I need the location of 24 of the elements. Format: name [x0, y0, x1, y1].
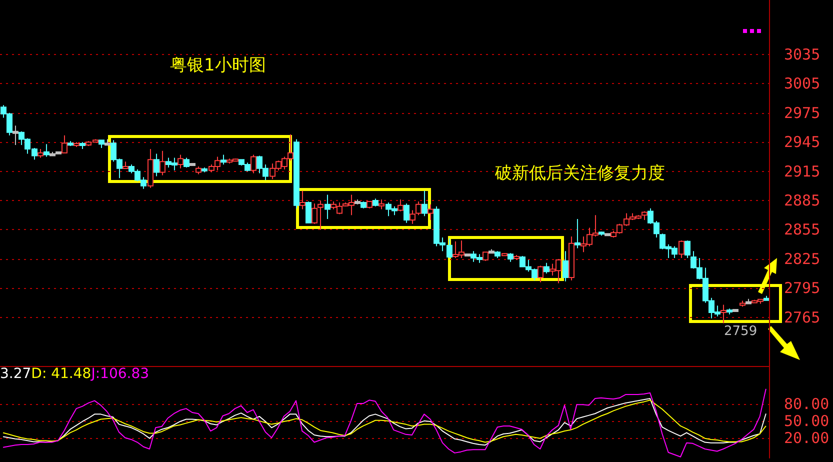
annotation: 2759 — [724, 324, 758, 339]
y-tick-label: 2975 — [784, 104, 820, 122]
y-tick-label: 2885 — [784, 192, 820, 210]
y-tick-label: 2855 — [784, 220, 820, 239]
y-tick-label: 2795 — [784, 279, 820, 298]
candlestick — [428, 204, 434, 221]
annotation: D: 41.48 — [31, 366, 92, 382]
text: 粤银1小时图 — [170, 56, 266, 76]
y-tick-label: 2945 — [784, 133, 820, 152]
y-tick-label: 3035 — [784, 46, 820, 64]
y-tick-label: 2915 — [784, 162, 820, 180]
y-tick-label: 3005 — [784, 74, 820, 93]
annotation: 3.27 — [0, 366, 32, 382]
y-tick-label: 2825 — [784, 250, 820, 268]
y-tick-label: 80.00 — [784, 395, 830, 414]
line-series — [2, 388, 766, 458]
candlestick — [324, 194, 330, 220]
y-tick-label: 50.00 — [784, 412, 830, 430]
candlestick — [720, 304, 726, 324]
annotation: 破新低后关注修复力度 — [494, 164, 665, 184]
annotation: J:106.83 — [90, 366, 150, 382]
y-tick-label: 20.00 — [784, 428, 830, 447]
candlestick — [12, 125, 18, 146]
y-tick-label: 2765 — [784, 308, 820, 326]
